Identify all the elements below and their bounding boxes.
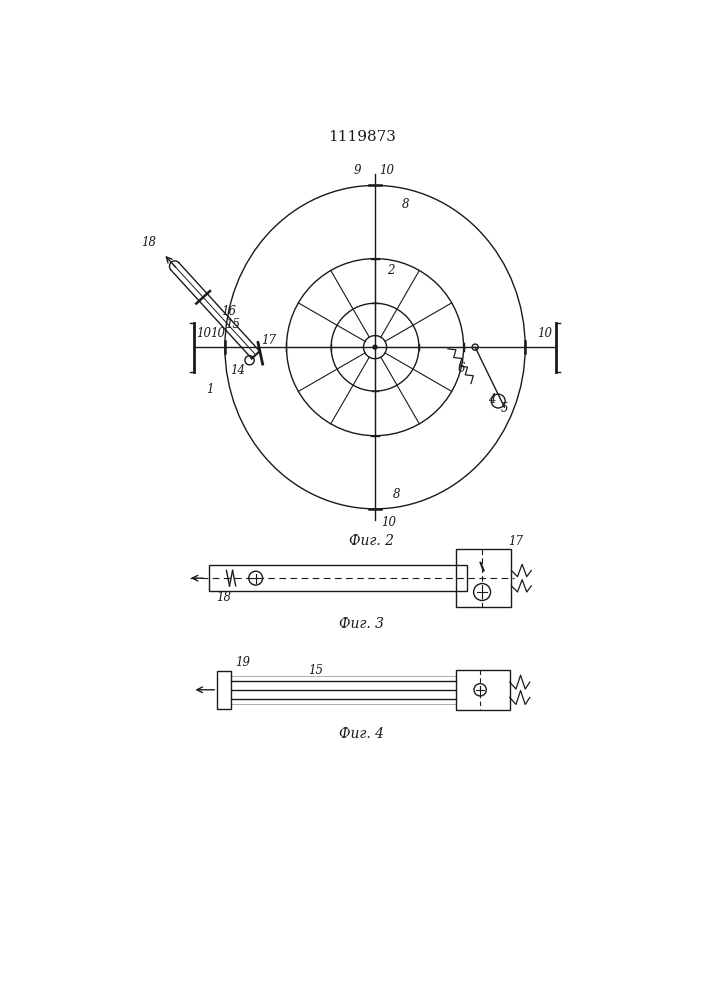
Text: 18: 18	[141, 236, 156, 249]
Text: 15: 15	[308, 664, 323, 677]
Bar	[209, 565, 467, 591]
Text: 16: 16	[221, 305, 236, 318]
Text: 4: 4	[489, 393, 496, 406]
Text: 17: 17	[508, 535, 522, 548]
Text: 18: 18	[216, 591, 231, 604]
Text: 1119873: 1119873	[328, 130, 396, 144]
Text: 2: 2	[387, 264, 395, 277]
Circle shape	[373, 344, 378, 350]
Text: Фиг. 3: Фиг. 3	[339, 617, 385, 631]
Text: 9: 9	[354, 164, 361, 177]
Text: 10: 10	[381, 516, 397, 529]
Text: 10: 10	[196, 327, 211, 340]
Text: 1: 1	[206, 383, 214, 396]
Text: 6: 6	[457, 362, 465, 375]
Text: 8: 8	[393, 488, 400, 501]
Text: Фиг. 4: Фиг. 4	[339, 727, 385, 741]
Bar	[456, 670, 510, 710]
Bar	[456, 549, 511, 607]
Text: Фиг. 2: Фиг. 2	[349, 534, 394, 548]
Text: 15: 15	[225, 318, 240, 331]
Text: 5: 5	[501, 402, 508, 415]
Bar	[217, 671, 231, 709]
Text: 17: 17	[262, 334, 276, 347]
Text: 10: 10	[537, 327, 552, 340]
Text: 10: 10	[210, 327, 225, 340]
Text: 14: 14	[230, 364, 245, 377]
Text: 10: 10	[379, 164, 394, 177]
Text: 8: 8	[402, 198, 409, 211]
Text: 19: 19	[235, 656, 250, 669]
